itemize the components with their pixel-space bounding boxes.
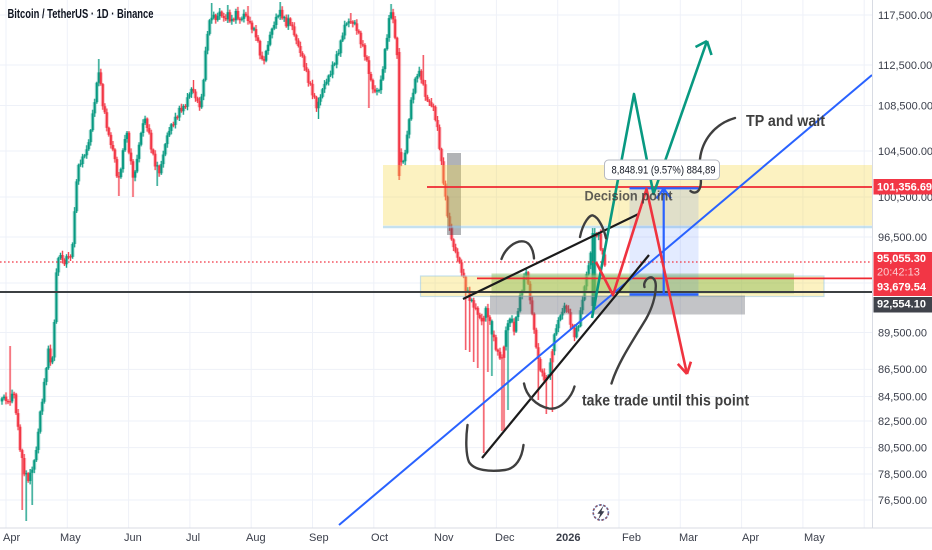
svg-text:Nov: Nov	[434, 532, 454, 544]
svg-text:100,500.00: 100,500.00	[878, 192, 932, 204]
svg-text:76,500.00: 76,500.00	[878, 495, 927, 507]
svg-text:92,554.10: 92,554.10	[877, 298, 926, 310]
svg-text:78,500.00: 78,500.00	[878, 469, 927, 481]
svg-text:Sep: Sep	[309, 532, 329, 544]
svg-text:2026: 2026	[556, 532, 580, 544]
svg-text:Oct: Oct	[371, 532, 388, 544]
svg-text:89,500.00: 89,500.00	[878, 327, 927, 339]
svg-text:96,500.00: 96,500.00	[878, 232, 927, 244]
svg-text:Decision point: Decision point	[585, 189, 673, 204]
svg-text:Feb: Feb	[622, 532, 641, 544]
svg-text:May: May	[60, 532, 81, 544]
svg-text:Dec: Dec	[495, 532, 515, 544]
svg-text:Aug: Aug	[246, 532, 266, 544]
svg-text:Mar: Mar	[679, 532, 698, 544]
svg-text:80,500.00: 80,500.00	[878, 442, 927, 454]
svg-text:84,500.00: 84,500.00	[878, 391, 927, 403]
svg-text:86,500.00: 86,500.00	[878, 364, 927, 376]
svg-text:108,500.00: 108,500.00	[878, 100, 932, 112]
svg-text:May: May	[804, 532, 825, 544]
svg-text:Apr: Apr	[742, 532, 759, 544]
svg-text:95,055.30: 95,055.30	[877, 253, 926, 265]
svg-text:93,679.54: 93,679.54	[877, 281, 927, 293]
svg-text:Jul: Jul	[186, 532, 200, 544]
svg-text:112,500.00: 112,500.00	[878, 60, 932, 72]
svg-text:104,500.00: 104,500.00	[878, 146, 932, 158]
svg-text:take trade until this point: take trade until this point	[582, 393, 749, 410]
svg-text:Apr: Apr	[3, 532, 20, 544]
svg-text:117,500.00: 117,500.00	[878, 10, 932, 22]
svg-text:82,500.00: 82,500.00	[878, 416, 927, 428]
svg-text:20:42:13: 20:42:13	[877, 267, 920, 279]
svg-text:Jun: Jun	[124, 532, 142, 544]
svg-text:8,848.91 (9.57%) 884,89: 8,848.91 (9.57%) 884,89	[612, 165, 716, 177]
svg-text:TP and wait: TP and wait	[746, 113, 825, 130]
svg-text:101,356.69: 101,356.69	[877, 182, 932, 194]
svg-text:Bitcoin / TetherUS · 1D · Bina: Bitcoin / TetherUS · 1D · Binance	[8, 7, 154, 21]
